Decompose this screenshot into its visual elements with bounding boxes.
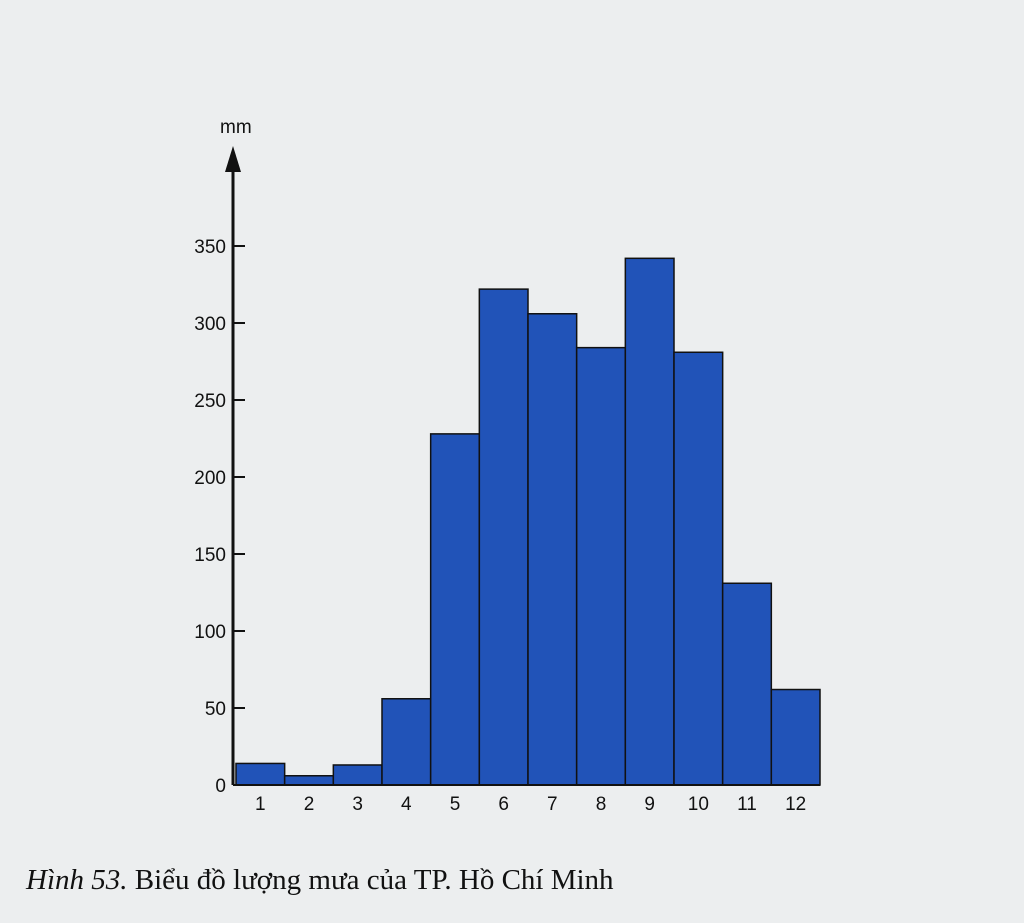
x-tick-label: 6 <box>498 794 509 815</box>
bar <box>527 313 578 786</box>
bar <box>381 698 432 786</box>
x-tick-label: 5 <box>450 794 461 815</box>
bar <box>478 288 529 786</box>
bar <box>332 764 383 786</box>
x-tick-label: 8 <box>596 794 607 815</box>
y-tick-label: 150 <box>194 545 226 566</box>
x-tick-label: 7 <box>547 794 558 815</box>
x-tick-label: 10 <box>688 794 709 815</box>
x-tick-label: 4 <box>401 794 412 815</box>
bar <box>624 257 675 786</box>
x-tick-label: 9 <box>644 794 655 815</box>
caption: Hình 53. Biểu đồ lượng mưa của TP. Hồ Ch… <box>25 864 614 896</box>
y-tick-label: 100 <box>194 622 226 643</box>
bar <box>673 351 724 786</box>
bar <box>575 346 627 786</box>
y-tick-label: 0 <box>215 776 226 797</box>
y-tick-label: 200 <box>194 468 226 489</box>
y-tick-label: 50 <box>205 699 226 720</box>
bar <box>235 762 286 786</box>
bar <box>283 775 335 786</box>
bar <box>721 582 773 786</box>
bar <box>770 688 821 786</box>
x-tick-label: 11 <box>737 794 757 815</box>
y-tick-label: 300 <box>194 314 226 335</box>
bar <box>429 433 481 786</box>
y-tick-label: 350 <box>194 237 226 258</box>
x-tick-label: 12 <box>785 794 806 815</box>
y-axis-arrow <box>225 146 241 172</box>
x-tick-label: 2 <box>304 794 315 815</box>
x-tick-label: 3 <box>352 794 363 815</box>
chart-title: Biểu đồ lượng mưa của TP. Hồ Chí Minh <box>135 864 614 896</box>
x-tick-label: 1 <box>255 794 266 815</box>
y-axis-label: mm <box>220 117 252 138</box>
y-tick-label: 250 <box>194 391 226 412</box>
figure-label: Hình 53. <box>25 864 128 896</box>
